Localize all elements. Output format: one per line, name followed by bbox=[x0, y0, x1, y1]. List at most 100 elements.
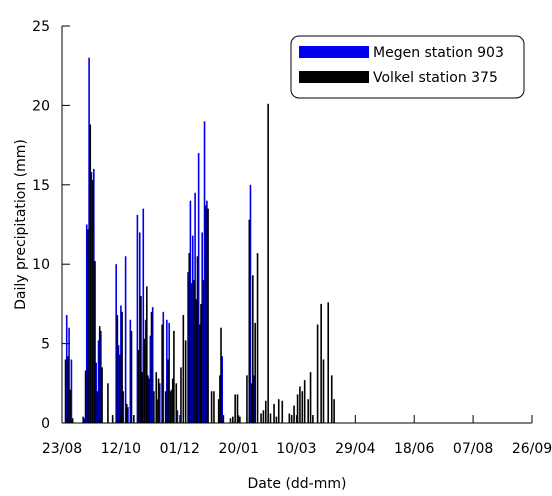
bar-megen bbox=[221, 356, 223, 423]
bar-volkel bbox=[87, 229, 89, 423]
bar-megen bbox=[194, 192, 196, 423]
bar-volkel bbox=[116, 315, 119, 423]
bar-volkel bbox=[269, 413, 272, 423]
bar-megen bbox=[144, 319, 147, 423]
bar-volkel bbox=[164, 391, 167, 423]
bar-volkel bbox=[188, 253, 191, 423]
bar-megen bbox=[189, 200, 192, 423]
bar-volkel bbox=[184, 340, 187, 423]
x-ticks: 23/08 12/10 01/12 20/01 10/03 29/04 18/06 07/08… bbox=[42, 415, 552, 457]
bar-volkel bbox=[232, 416, 234, 423]
bar-volkel bbox=[296, 394, 299, 423]
bar-volkel bbox=[180, 367, 182, 423]
bar-volkel bbox=[84, 370, 87, 423]
bar-megen bbox=[249, 184, 252, 423]
bar-megen bbox=[129, 319, 132, 423]
y-tick-label: 0 bbox=[41, 416, 50, 432]
x-tick-label: 18/06 bbox=[394, 441, 434, 457]
legend-label-megen: Megen station 903 bbox=[373, 45, 504, 61]
bar-megen bbox=[124, 256, 127, 423]
bar-volkel bbox=[330, 375, 333, 423]
bar-volkel bbox=[71, 418, 74, 423]
bar-volkel bbox=[273, 403, 275, 423]
bar-megen bbox=[65, 315, 68, 423]
bar-volkel bbox=[196, 256, 199, 423]
bar-megen bbox=[151, 307, 154, 423]
bar-volkel bbox=[190, 283, 193, 423]
x-tick-label: 23/08 bbox=[42, 441, 82, 457]
axes-layer bbox=[61, 26, 532, 424]
bar-volkel bbox=[250, 383, 253, 423]
bar-volkel bbox=[161, 324, 163, 423]
bar-volkel bbox=[182, 315, 185, 423]
bar-megen bbox=[156, 399, 159, 423]
bar-volkel bbox=[213, 391, 215, 423]
bar-volkel bbox=[157, 378, 160, 423]
y-tick-label: 5 bbox=[41, 337, 50, 353]
bar-volkel bbox=[96, 391, 99, 423]
bar-volkel bbox=[148, 378, 150, 423]
bar-volkel bbox=[173, 330, 175, 423]
bar-volkel bbox=[199, 324, 201, 423]
bar-megen bbox=[162, 311, 165, 423]
bar-volkel bbox=[130, 330, 133, 423]
bar-volkel bbox=[193, 280, 195, 423]
bar-megen bbox=[122, 391, 125, 423]
bar-megen bbox=[166, 319, 168, 423]
bar-megen bbox=[147, 375, 149, 423]
bar-volkel bbox=[229, 418, 232, 423]
bar-megen bbox=[203, 121, 206, 423]
bar-megen bbox=[138, 232, 141, 423]
bar-volkel bbox=[146, 286, 148, 423]
bar-volkel bbox=[322, 359, 325, 423]
bar-volkel bbox=[91, 180, 94, 423]
bar-volkel bbox=[98, 326, 101, 423]
bar-volkel bbox=[202, 280, 205, 423]
x-tick-label: 10/03 bbox=[276, 441, 316, 457]
bar-volkel bbox=[200, 303, 202, 423]
y-ticks: 0 5 10 15 20 25 bbox=[32, 19, 70, 432]
bar-volkel bbox=[234, 394, 236, 423]
bar-volkel bbox=[275, 416, 278, 423]
bar-volkel bbox=[327, 302, 330, 423]
x-tick-label: 29/04 bbox=[335, 441, 375, 457]
bar-volkel bbox=[140, 295, 142, 423]
bar-megen bbox=[206, 200, 208, 423]
bar-volkel bbox=[210, 391, 213, 423]
bar-volkel bbox=[121, 311, 123, 423]
bar-volkel bbox=[312, 415, 314, 423]
bar-volkel bbox=[143, 338, 146, 423]
bar-volkel bbox=[246, 375, 248, 423]
bar-megen bbox=[149, 335, 152, 423]
bar-volkel bbox=[141, 372, 143, 423]
x-tick-label: 26/09 bbox=[512, 441, 552, 457]
bar-volkel bbox=[167, 359, 169, 423]
bar-volkel bbox=[153, 391, 155, 423]
bar-volkel bbox=[264, 400, 267, 423]
bar-volkel bbox=[303, 380, 306, 423]
bar-megen bbox=[97, 340, 100, 423]
bar-volkel bbox=[320, 303, 322, 423]
bar-volkel bbox=[150, 311, 153, 423]
bar-volkel bbox=[252, 275, 254, 423]
bar-volkel bbox=[248, 219, 251, 423]
bar-volkel bbox=[217, 399, 220, 423]
bar-volkel bbox=[175, 383, 178, 423]
bar-volkel bbox=[293, 405, 295, 423]
bar-volkel bbox=[82, 416, 84, 423]
bar-megen bbox=[70, 359, 73, 423]
bar-megen bbox=[187, 272, 189, 423]
bar-megen bbox=[170, 389, 173, 423]
bar-megen bbox=[158, 383, 161, 423]
bar-volkel bbox=[309, 372, 312, 423]
bar-megen bbox=[100, 330, 102, 423]
bar-volkel bbox=[204, 205, 207, 423]
bar-volkel bbox=[267, 103, 269, 423]
bar-megen bbox=[253, 375, 255, 423]
legend-label-volkel: Volkel station 375 bbox=[373, 70, 498, 86]
bar-volkel bbox=[316, 324, 319, 423]
bar-volkel bbox=[333, 399, 335, 423]
bar-volkel bbox=[101, 367, 103, 423]
bar-volkel bbox=[307, 399, 309, 423]
